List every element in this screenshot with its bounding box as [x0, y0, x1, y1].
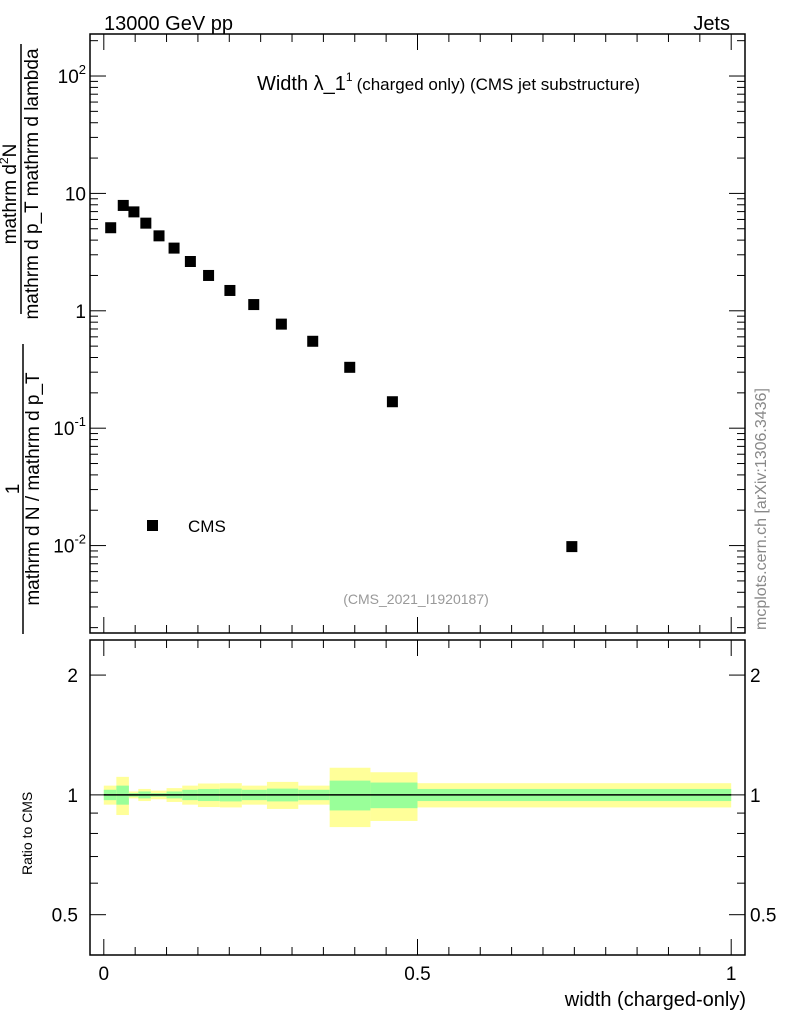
ylabel-numerator: mathrm d2N [0, 144, 21, 245]
x-tick-label: 1 [726, 964, 737, 985]
data-point [386, 396, 398, 408]
x-axis-label: width (charged-only) [564, 989, 746, 1011]
x-tick-label: 0.5 [404, 964, 430, 985]
main-plot-frame [89, 33, 746, 634]
data-point [224, 284, 236, 296]
data-point [203, 269, 215, 281]
data-point [128, 206, 140, 218]
y-tick-label: 10-2 [53, 532, 86, 558]
analysis-id: (CMS_2021_I1920187) [343, 591, 489, 607]
chart-title: Width λ_11 (charged only) (CMS jet substr… [257, 70, 640, 95]
ylabel-one-denominator: mathrm d N / mathrm d p_T [23, 372, 44, 606]
main-ylabel: mathrm d2N mathrm d p_T mathrm d lambda … [0, 44, 44, 634]
x-tick-label: 0 [99, 964, 110, 985]
ylabel-denominator: mathrm d p_T mathrm d lambda [22, 48, 43, 319]
y-tick-label: 102 [58, 62, 86, 88]
data-point [184, 255, 196, 267]
data-point [344, 361, 356, 373]
data-point [248, 299, 260, 311]
data-point [117, 199, 129, 211]
ratio-y-tick-label-right: 0.5 [750, 906, 776, 927]
ratio-y-tick-label: 1 [67, 786, 78, 807]
ylabel-one: 1 [3, 484, 24, 495]
y-tick-label: 10 [65, 184, 86, 205]
data-point [566, 541, 578, 553]
data-point [275, 318, 287, 330]
data-point [168, 242, 180, 254]
data-point [105, 222, 117, 234]
side-label: mcplots.cern.ch [arXiv:1306.3436] [753, 388, 770, 630]
data-point [307, 335, 319, 347]
ratio-y-tick-label-right: 2 [750, 666, 761, 687]
header-left: 13000 GeV pp [104, 13, 233, 35]
data-point [153, 230, 165, 242]
ratio-y-tick-label: 0.5 [52, 906, 78, 927]
ratio-y-tick-label: 2 [67, 666, 78, 687]
y-tick-label: 10-1 [53, 414, 86, 440]
y-tick-label: 1 [75, 302, 86, 323]
ratio-y-tick-label-right: 1 [750, 786, 761, 807]
data-point [140, 217, 152, 229]
ratio-ylabel: Ratio to CMS [19, 792, 35, 875]
legend-marker [147, 520, 158, 531]
header-right: Jets [693, 13, 730, 35]
legend-label: CMS [188, 517, 226, 536]
